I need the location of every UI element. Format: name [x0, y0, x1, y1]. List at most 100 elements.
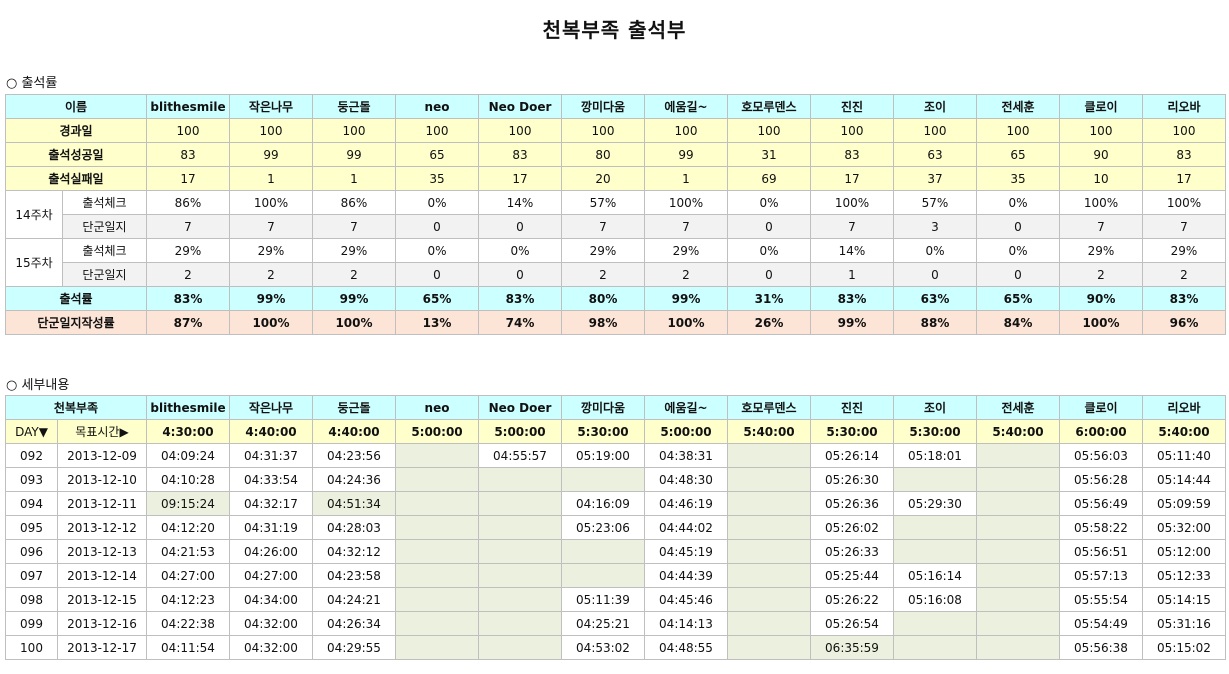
time-cell: [478, 635, 562, 660]
time-cell: 05:18:01: [893, 443, 977, 468]
row-label: 경과일: [5, 118, 147, 143]
member-header: 클로이: [1059, 395, 1143, 420]
value-cell: 83%: [146, 286, 230, 311]
value-cell: 100: [976, 118, 1060, 143]
time-cell: 04:29:55: [312, 635, 396, 660]
value-cell: 100: [478, 118, 562, 143]
time-cell: [976, 563, 1060, 588]
time-cell: 05:16:08: [893, 587, 977, 612]
value-cell: 2: [561, 262, 645, 287]
value-cell: 29%: [644, 238, 728, 263]
value-cell: 0: [395, 214, 479, 239]
time-cell: [395, 587, 479, 612]
day-row: 100 2013-12-17 04:11:54 04:32:00 04:29:55 04:…: [5, 635, 1226, 660]
time-cell: 05:12:33: [1142, 563, 1226, 588]
value-cell: 87%: [146, 310, 230, 335]
sub-label: 단군일지: [62, 214, 147, 239]
value-cell: 100: [395, 118, 479, 143]
day-row: 096 2013-12-13 04:21:53 04:26:00 04:32:12 04:…: [5, 539, 1226, 564]
value-cell: 0: [478, 262, 562, 287]
member-header: 작은나무: [229, 94, 313, 119]
member-header: neo: [395, 395, 479, 420]
member-header: 리오바: [1142, 94, 1226, 119]
time-cell: 04:44:02: [644, 515, 728, 540]
time-cell: 04:26:00: [229, 539, 313, 564]
day-number: 093: [5, 467, 58, 492]
value-cell: 35: [976, 166, 1060, 191]
member-header: 호모루덴스: [727, 94, 811, 119]
time-cell: 04:23:58: [312, 563, 396, 588]
member-header: Neo Doer: [478, 395, 562, 420]
time-cell: 04:28:03: [312, 515, 396, 540]
value-cell: 17: [146, 166, 230, 191]
value-cell: 65: [976, 142, 1060, 167]
diary-rate-row: 단군일지작성률 87% 100% 100% 13% 74% 98% 100% 26% 99% 88%…: [5, 310, 1226, 335]
day-label: DAY▼: [5, 419, 58, 444]
time-cell: [395, 467, 479, 492]
value-cell: 0%: [478, 238, 562, 263]
time-cell: 05:14:44: [1142, 467, 1226, 492]
member-header: 호모루덴스: [727, 395, 811, 420]
member-header: Neo Doer: [478, 94, 562, 119]
value-cell: 7: [146, 214, 230, 239]
value-cell: 7: [644, 214, 728, 239]
member-header: blithesmile: [146, 395, 230, 420]
week-check-row: 15주차 출석체크 29% 29% 29% 0% 0% 29% 29% 0% 14% 0% 0% 29% 2…: [5, 238, 1226, 287]
value-cell: 100: [644, 118, 728, 143]
time-cell: 04:27:00: [229, 563, 313, 588]
member-header: 클로이: [1059, 94, 1143, 119]
time-cell: 04:51:34: [312, 491, 396, 516]
day-row: 094 2013-12-11 09:15:24 04:32:17 04:51:34 04:…: [5, 491, 1226, 516]
time-cell: [727, 515, 811, 540]
date-cell: 2013-12-13: [57, 539, 147, 564]
day-row: 099 2013-12-16 04:22:38 04:32:00 04:26:34 04:…: [5, 611, 1226, 636]
sub-label: 출석체크: [62, 190, 147, 215]
week-label: 14주차: [5, 190, 63, 239]
value-cell: 0%: [976, 238, 1060, 263]
day-number: 096: [5, 539, 58, 564]
value-cell: 29%: [561, 238, 645, 263]
time-cell: [478, 539, 562, 564]
member-header: blithesmile: [146, 94, 230, 119]
time-cell: 05:16:14: [893, 563, 977, 588]
time-cell: 05:56:38: [1059, 635, 1143, 660]
time-cell: 04:32:12: [312, 539, 396, 564]
time-cell: 05:26:54: [810, 611, 894, 636]
value-cell: 29%: [1142, 238, 1226, 263]
member-header: 깡미다움: [561, 395, 645, 420]
time-cell: [395, 491, 479, 516]
target-time-cell: 5:30:00: [561, 419, 645, 444]
value-cell: 88%: [893, 310, 977, 335]
time-cell: 04:27:00: [146, 563, 230, 588]
value-cell: 17: [810, 166, 894, 191]
time-cell: [976, 611, 1060, 636]
time-cell: 09:15:24: [146, 491, 230, 516]
value-cell: 1: [312, 166, 396, 191]
time-cell: [976, 491, 1060, 516]
time-cell: 04:09:24: [146, 443, 230, 468]
value-cell: 99: [644, 142, 728, 167]
time-cell: 04:22:38: [146, 611, 230, 636]
member-header: 깡미다움: [561, 94, 645, 119]
time-cell: 04:11:54: [146, 635, 230, 660]
value-cell: 1: [644, 166, 728, 191]
day-number: 095: [5, 515, 58, 540]
time-cell: [727, 563, 811, 588]
details-section-label: ○ 세부내용: [6, 378, 70, 393]
day-row: 098 2013-12-15 04:12:23 04:34:00 04:24:21 05:…: [5, 587, 1226, 612]
target-time-cell: 5:40:00: [976, 419, 1060, 444]
time-cell: [561, 563, 645, 588]
value-cell: 100: [893, 118, 977, 143]
time-cell: 04:10:28: [146, 467, 230, 492]
time-cell: 05:25:44: [810, 563, 894, 588]
time-cell: [478, 515, 562, 540]
value-cell: 7: [1059, 214, 1143, 239]
value-cell: 98%: [561, 310, 645, 335]
time-cell: 04:44:39: [644, 563, 728, 588]
value-cell: 31%: [727, 286, 811, 311]
day-number: 094: [5, 491, 58, 516]
time-cell: [976, 467, 1060, 492]
value-cell: 83: [1142, 142, 1226, 167]
value-cell: 13%: [395, 310, 479, 335]
time-cell: 05:19:00: [561, 443, 645, 468]
